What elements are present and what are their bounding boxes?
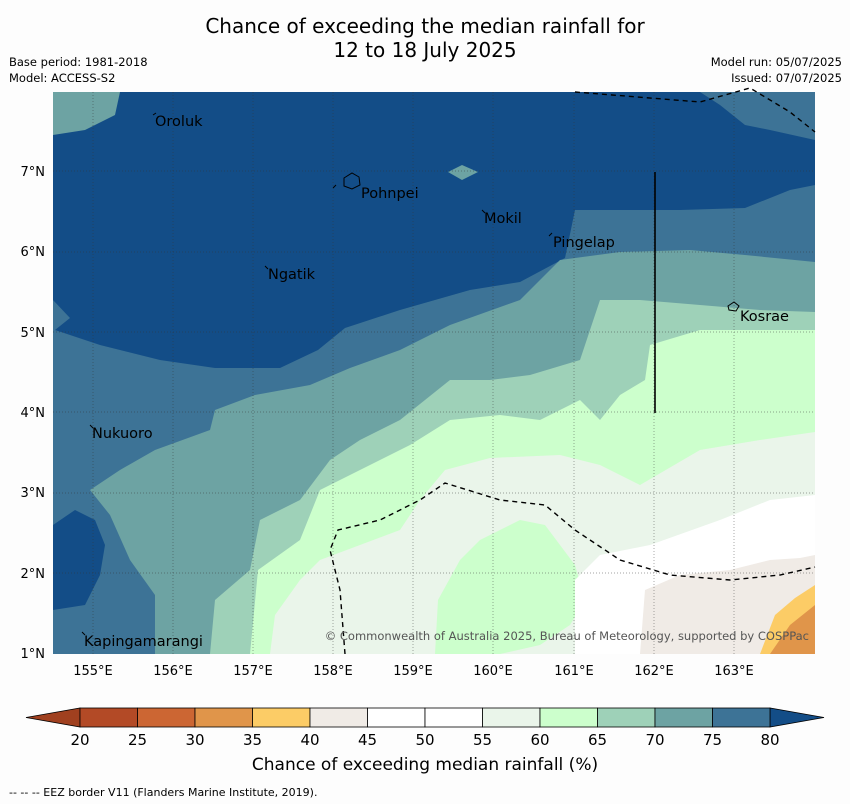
colorbar-swatch xyxy=(712,707,771,728)
colorbar-tick-label: 25 xyxy=(128,731,147,749)
base-period: Base period: 1981-2018 xyxy=(9,55,148,69)
colorbar-swatch xyxy=(539,707,598,728)
mokil-atoll xyxy=(481,209,486,214)
place-label-pohnpei: Pohnpei xyxy=(361,186,419,202)
lat-label: 3°N xyxy=(21,486,46,501)
colorbar-tick-label: 60 xyxy=(530,731,549,749)
place-label-nukuoro: Nukuoro xyxy=(92,426,153,442)
colorbar-tick-label: 75 xyxy=(703,731,722,749)
colorbar-swatch xyxy=(482,707,541,728)
colorbar-swatch xyxy=(424,707,483,728)
lat-label: 1°N xyxy=(21,647,46,662)
colorbar: 20 25 30 35 40 45 50 55 60 65 70 75 80 xyxy=(25,707,825,749)
place-label-ngatik: Ngatik xyxy=(268,267,316,283)
place-label-pingelap: Pingelap xyxy=(553,235,615,251)
band-30-35 xyxy=(770,605,815,654)
colorbar-label: Chance of exceeding median rainfall (%) xyxy=(251,755,599,775)
colorbar-swatch xyxy=(252,707,311,728)
colorbar-tick-label: 40 xyxy=(300,731,319,749)
colorbar-tick-label: 35 xyxy=(243,731,262,749)
place-label-mokil: Mokil xyxy=(484,211,522,227)
colorbar-swatch xyxy=(309,707,368,728)
lat-label: 7°N xyxy=(21,165,46,180)
colorbar-tick-label: 20 xyxy=(70,731,89,749)
meta-right: Model run: 05/07/2025 Issued: 07/07/2025 xyxy=(711,54,842,86)
band-55-60-inner xyxy=(435,520,585,654)
band-70-northwest xyxy=(53,92,120,135)
colorbar-swatch xyxy=(597,707,656,728)
model-run: Model run: 05/07/2025 xyxy=(710,55,842,69)
eez-borders xyxy=(329,87,816,655)
title-line-1: Chance of exceeding the median rainfall … xyxy=(205,14,645,38)
issued-date: Issued: 07/07/2025 xyxy=(731,71,842,85)
eez-footnote: -- -- -- EEZ border V11 (Flanders Marine… xyxy=(9,786,318,799)
colorbar-tick-label: 45 xyxy=(358,731,377,749)
colorbar-tick-label: 80 xyxy=(760,731,779,749)
pingelap-atoll xyxy=(548,232,553,237)
pohnpei-island xyxy=(343,172,361,190)
place-label-oroluk: Oroluk xyxy=(155,114,203,130)
lat-label: 6°N xyxy=(21,245,46,260)
colorbar-tick-label: 65 xyxy=(588,731,607,749)
lat-label: 4°N xyxy=(21,406,46,421)
colorbar-swatch xyxy=(194,707,253,728)
title-line-2: 12 to 18 July 2025 xyxy=(333,38,517,62)
colorbar-tick-label: 50 xyxy=(415,731,434,749)
colorbar-tick-label: 55 xyxy=(473,731,492,749)
lon-label: 158°E xyxy=(313,664,353,679)
ngatik-atoll xyxy=(264,265,269,270)
colorbar-swatch xyxy=(367,707,426,728)
kosrae-island xyxy=(727,301,740,312)
model-name: Model: ACCESS-S2 xyxy=(9,71,116,85)
band-75-80-north xyxy=(53,92,815,368)
lon-label: 156°E xyxy=(153,664,193,679)
rainfall-probability-field xyxy=(53,92,815,654)
islands xyxy=(81,112,740,636)
place-label-kosrae: Kosrae xyxy=(740,309,789,325)
lon-label: 159°E xyxy=(393,664,433,679)
oroluk-atoll xyxy=(152,112,157,116)
colorbar-swatch xyxy=(654,707,713,728)
meta-left: Base period: 1981-2018 Model: ACCESS-S2 xyxy=(9,54,148,86)
colorbar-swatch xyxy=(137,707,196,728)
band-70-patch xyxy=(448,165,478,180)
band-75-80-southwest xyxy=(53,510,105,610)
lon-label: 163°E xyxy=(714,664,754,679)
lon-label: 161°E xyxy=(554,664,594,679)
map-title: Chance of exceeding the median rainfall … xyxy=(0,14,850,62)
colorbar-tick-label: 30 xyxy=(185,731,204,749)
lon-label: 155°E xyxy=(73,664,113,679)
lat-label: 2°N xyxy=(21,567,46,582)
colorbar-swatch xyxy=(79,707,138,728)
lon-label: 162°E xyxy=(634,664,674,679)
colorbar-high-extend xyxy=(769,707,825,728)
copyright-notice: © Commonwealth of Australia 2025, Bureau… xyxy=(325,629,809,643)
nukuoro-atoll xyxy=(89,424,94,429)
ant-atoll xyxy=(332,184,337,189)
colorbar-low-extend xyxy=(25,707,81,728)
lon-label: 157°E xyxy=(233,664,273,679)
kapingamarangi-atoll xyxy=(81,631,86,636)
place-label-kapingamarangi: Kapingamarangi xyxy=(84,634,203,650)
lat-label: 5°N xyxy=(21,326,46,341)
lon-label: 160°E xyxy=(473,664,513,679)
colorbar-tick-label: 70 xyxy=(645,731,664,749)
